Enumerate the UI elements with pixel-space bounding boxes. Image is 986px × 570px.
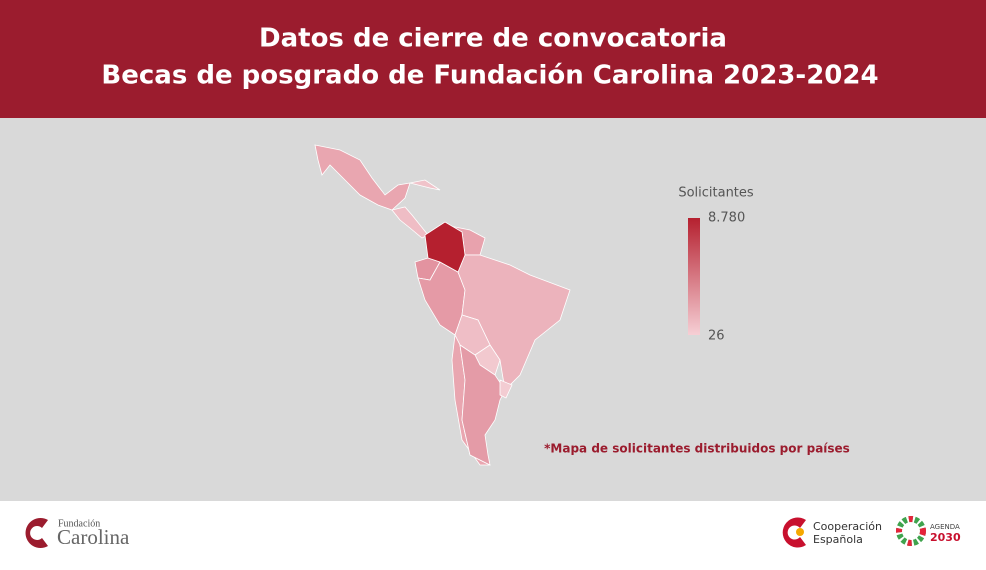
logo-icon [896,516,926,546]
map [314,144,571,466]
logo-icon [25,518,48,548]
logo-text: AGENDA [930,523,960,531]
footer [0,501,986,570]
country [499,379,513,399]
country [409,179,441,191]
legend-title: Solicitantes [678,186,754,201]
logo-text: 2030 [930,531,961,544]
header-band [0,0,986,118]
title: Becas de posgrado de Fundación Carolina … [101,61,878,91]
country [314,144,411,211]
title: Datos de cierre de convocatoria [259,24,727,54]
legend-gradient [688,218,700,335]
logo-text: Cooperación [813,520,882,533]
country [459,344,506,466]
legend-max: 8.780 [708,211,745,226]
logo-icon [782,517,806,548]
logo-text: Española [813,533,863,546]
logo-icon [796,528,804,536]
country [457,254,571,391]
legend-min: 26 [708,329,725,344]
logo-text: Fundación [58,518,100,529]
logo-text: Carolina [57,525,130,549]
note: *Mapa de solicitantes distribuidos por p… [544,442,850,456]
country [424,221,466,273]
